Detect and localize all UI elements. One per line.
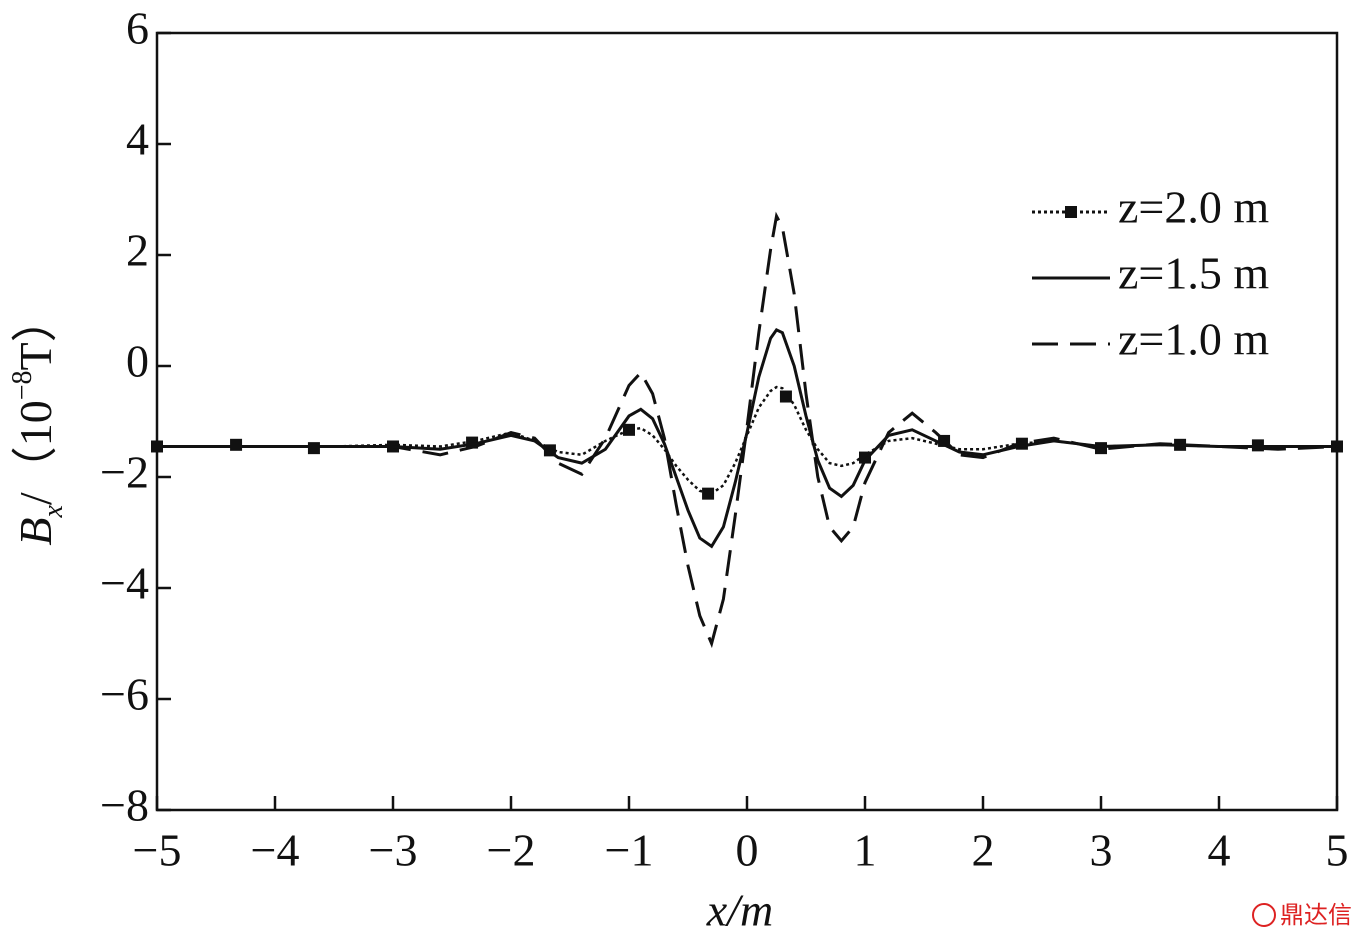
x-tick-label: 0 [736, 825, 759, 876]
marker [1095, 442, 1107, 455]
y-label-part: x [38, 505, 69, 519]
y-tick-label: −2 [100, 447, 149, 498]
y-tick-label: −6 [100, 669, 149, 720]
y-label-part: T） [10, 296, 61, 370]
legend-marker [1065, 206, 1077, 218]
series-line [157, 385, 1337, 495]
marker [623, 423, 635, 436]
legend-label: z=2.0 m [1118, 182, 1269, 233]
legend-label: z=1.0 m [1118, 314, 1269, 365]
y-tick-label: 2 [126, 225, 149, 276]
legend-label: z=1.5 m [1118, 248, 1269, 299]
x-tick-label: −2 [487, 825, 536, 876]
marker [230, 438, 243, 451]
x-axis-label: x/m [706, 885, 773, 936]
y-tick-label: 0 [126, 336, 149, 387]
y-label-part: −8 [7, 370, 38, 400]
marker [702, 487, 715, 500]
x-tick-label: 3 [1090, 825, 1113, 876]
x-tick-label: 2 [972, 825, 995, 876]
watermark: 鼎达信 [1280, 901, 1351, 929]
y-tick-label: 6 [126, 3, 149, 54]
x-tick-label: 4 [1208, 825, 1231, 876]
y-tick-label: −4 [100, 558, 149, 609]
marker [307, 442, 320, 455]
y-label-part: B [10, 518, 61, 546]
marker [779, 390, 792, 403]
x-tick-label: 5 [1326, 825, 1349, 876]
y-tick-label: 4 [126, 114, 149, 165]
x-tick-label: −5 [133, 825, 182, 876]
watermark-icon [1252, 903, 1276, 927]
x-tick-label: −3 [369, 825, 418, 876]
y-label-part: /（10 [10, 400, 61, 505]
x-tick-label: 1 [854, 825, 877, 876]
x-tick-label: −4 [251, 825, 300, 876]
marker [859, 451, 871, 464]
x-tick-label: −1 [605, 825, 654, 876]
y-axis-label: Bx/（10−8T） [7, 296, 69, 545]
series-line [157, 211, 1338, 649]
series-line [157, 328, 1337, 549]
y-tick-label: −8 [100, 780, 149, 831]
